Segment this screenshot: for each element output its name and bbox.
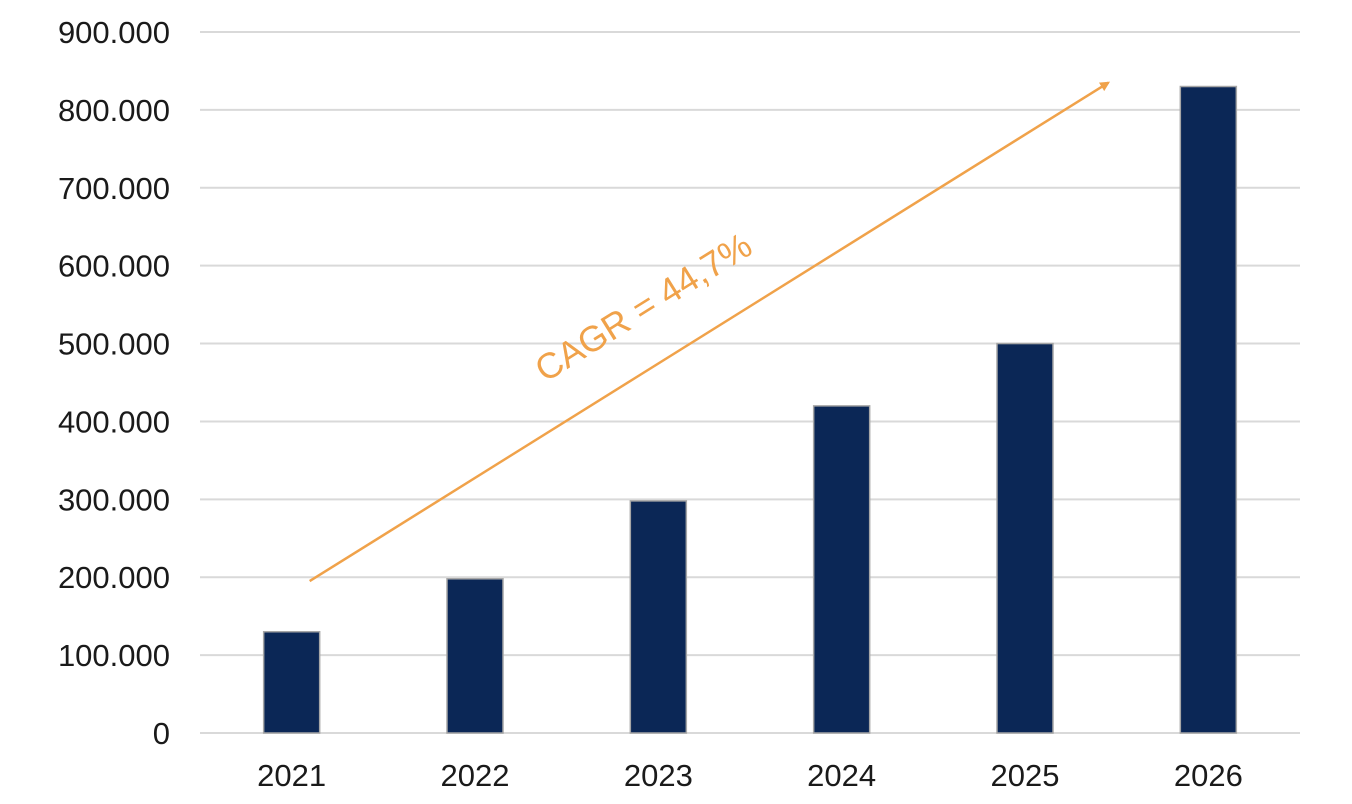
y-tick-label-8: 800.000 (58, 93, 170, 128)
x-tick-label-2021: 2021 (257, 758, 326, 793)
y-tick-label-2: 200.000 (58, 560, 170, 595)
y-tick-label-3: 300.000 (58, 482, 170, 517)
cagr-label: CAGR = 44,7% (528, 224, 759, 390)
bar-2022 (446, 578, 504, 734)
x-tick-label-2022: 2022 (441, 758, 510, 793)
y-tick-label-0: 0 (153, 716, 170, 751)
y-tick-label-9: 900.000 (58, 15, 170, 50)
x-axis-tick-labels: 2021 2022 2023 2024 2025 2026 (257, 758, 1243, 793)
bars (262, 85, 1238, 734)
bar-2023 (629, 500, 688, 734)
y-tick-label-5: 500.000 (58, 327, 170, 362)
y-tick-label-7: 700.000 (58, 171, 170, 206)
cagr-arrow (309, 81, 1111, 583)
x-tick-label-2025: 2025 (991, 758, 1060, 793)
x-tick-label-2026: 2026 (1174, 758, 1243, 793)
y-tick-label-4: 400.000 (58, 404, 170, 439)
bar-2025 (996, 342, 1054, 734)
y-axis-tick-labels: 0 100.000 200.000 300.000 400.000 500.000 600.… (58, 15, 170, 751)
bar-2024 (812, 405, 871, 734)
cagr-annotation: CAGR = 44,7% (309, 81, 1111, 583)
y-tick-label-1: 100.000 (58, 638, 170, 673)
bar-2026 (1179, 85, 1238, 734)
gridlines (200, 31, 1300, 734)
bar-2021 (262, 630, 321, 734)
y-tick-label-6: 600.000 (58, 249, 170, 284)
x-tick-label-2024: 2024 (807, 758, 876, 793)
x-tick-label-2023: 2023 (624, 758, 693, 793)
